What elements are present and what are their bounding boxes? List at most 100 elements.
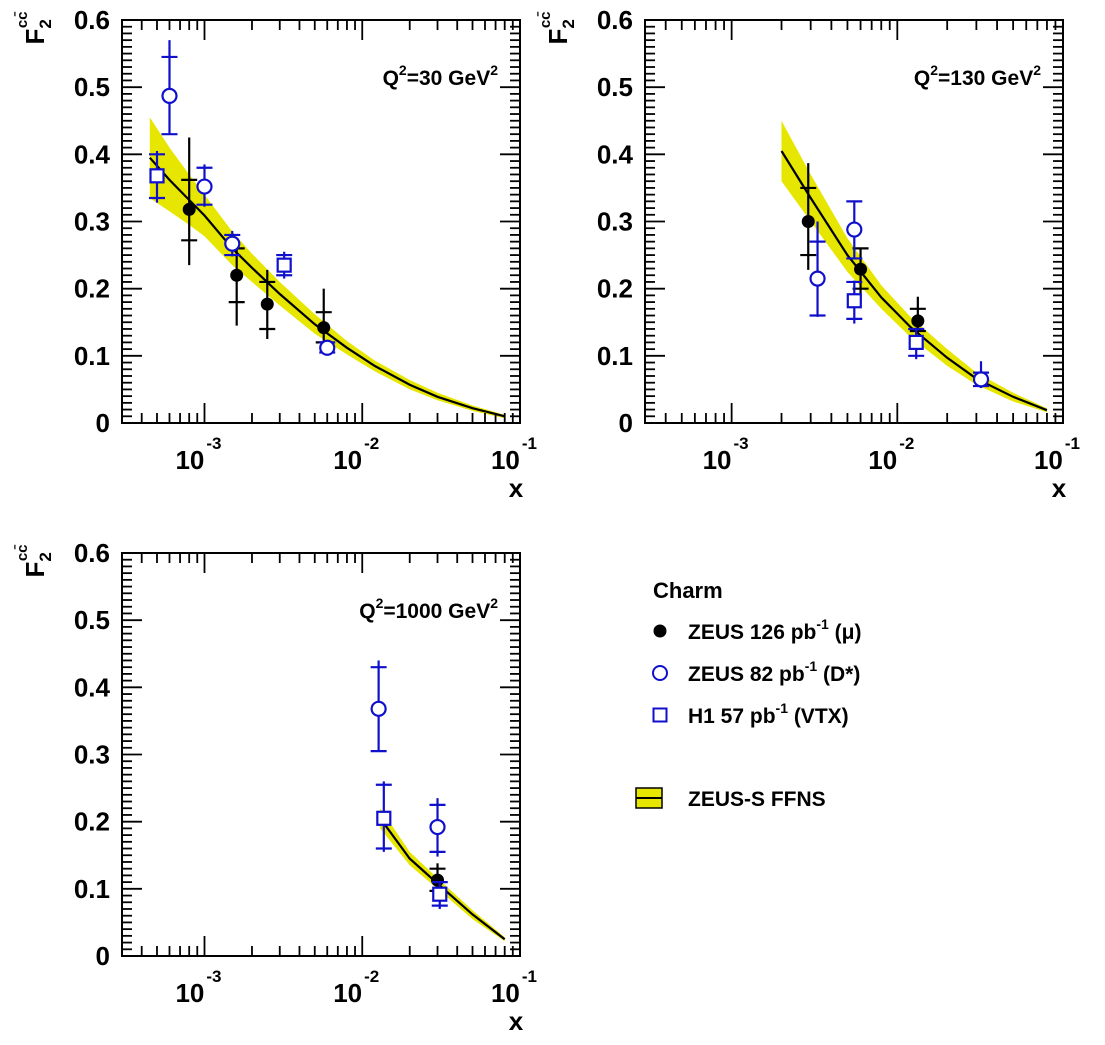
marker-open-square [276,257,292,273]
y-tick-label: 0 [96,941,110,971]
x-tick-base: 10 [333,978,362,1008]
data-point [181,137,198,266]
panel-label-mid: =1000 GeV [383,600,490,623]
legend-item-exp: -1 [816,616,829,632]
x-tick-exponent: -3 [734,434,749,453]
data-point [809,221,826,317]
marker-open-circle [429,818,446,836]
x-tick-exponent: -2 [364,434,379,453]
x-tick-label: 10-3 [175,967,221,1008]
x-tick-base: 10 [175,445,204,475]
marker-open-circle [196,178,213,195]
y-tick-label: 0.5 [74,72,110,102]
y-tick-label: 0.2 [74,807,110,837]
legend-item-text: ZEUS 126 pb [688,621,816,644]
y-axis-label-main: F [20,29,50,45]
y-axis-label: F2 cc̄ [536,11,578,45]
marker-filled-circle [260,297,274,311]
x-tick-base: 10 [175,978,204,1008]
x-tick-exponent: -1 [522,434,537,453]
y-axis-label-sub: 2 [36,19,55,28]
data-point [161,40,178,136]
legend-marker-open-square [652,707,668,723]
x-tick-label: 10-2 [333,434,379,475]
x-tick-exponent: -1 [1065,434,1080,453]
marker-open-square [149,168,165,184]
data-point [429,798,446,857]
marker-filled-circle [230,268,244,282]
y-tick-label: 0.5 [74,605,110,635]
y-tick-label: 0 [96,408,110,438]
data-point [908,327,925,360]
y-tick-label: 0.4 [74,672,111,702]
data-point [196,164,213,207]
y-axis-label-sub: 2 [559,19,578,28]
x-tick-exponent: -3 [206,434,221,453]
marker-open-square [846,293,862,309]
marker-open-circle [370,700,387,717]
data-point [909,296,926,334]
y-tick-label: 0.4 [74,139,111,169]
y-tick-label: 0.1 [74,341,110,371]
x-tick-label: 10-2 [868,434,914,475]
data-point [846,200,863,260]
theory-central-line [780,150,1048,412]
panel-label-unit-exp: 2 [490,595,498,611]
data-point [800,163,817,270]
data-point [846,280,863,324]
panel-label-q-exp: 2 [399,62,407,78]
legend-item-suffix: (D*) [817,663,860,686]
y-axis-label-main: F [20,562,50,578]
x-tick-base: 10 [491,445,520,475]
marker-open-square [908,334,924,350]
marker-open-circle [224,235,241,252]
marker-filled-circle [854,262,868,276]
panel-label-unit-exp: 2 [1033,62,1041,78]
legend-item-label: ZEUS 82 pb-1 (D*) [688,658,860,686]
theory-central-line [148,156,505,418]
panel-3: 00.10.20.30.40.50.610-310-210-1xF2cc̄Q2=… [13,538,537,1036]
theory-band [781,120,1047,413]
y-tick-label: 0.2 [74,274,110,304]
x-axis-label: x [1052,473,1067,503]
y-axis-label-sup: cc̄ [13,544,31,561]
marker-open-circle [809,270,826,287]
legend-item-label: ZEUS-S FFNS [688,788,826,811]
x-tick-label: 10-3 [175,434,221,475]
marker-open-circle [319,339,336,356]
marker-open-square [376,810,392,826]
panel-label: Q2=130 GeV2 [914,62,1041,90]
x-tick-exponent: -2 [364,967,379,986]
y-tick-label: 0.6 [74,5,110,35]
legend-item-text: H1 57 pb [688,705,776,728]
legend-item-suffix: (VTX) [788,705,849,728]
y-tick-label: 0.2 [597,274,633,304]
x-tick-base: 10 [1034,445,1063,475]
theory-band [149,117,505,419]
y-axis-label: F2 cc̄ [13,11,55,45]
legend-item-label: H1 57 pb-1 (VTX) [688,700,849,728]
marker-filled-circle [911,314,925,328]
theory-band [380,808,505,942]
data-point [148,150,165,203]
x-tick-base: 10 [491,978,520,1008]
panel-2: 00.10.20.30.40.50.610-310-210-1xF2cc̄Q2=… [536,5,1080,503]
y-axis-label: F2 cc̄ [13,544,55,578]
data-point [319,339,336,356]
legend-item-suffix: (μ) [829,621,862,644]
x-tick-base: 10 [333,445,362,475]
panel-label-mid: =130 GeV [938,67,1033,90]
panel-label-q-exp: 2 [376,595,384,611]
legend-item-text: ZEUS-S FFNS [688,788,826,811]
y-tick-label: 0.3 [597,207,633,237]
y-tick-label: 0.1 [74,874,110,904]
y-axis-label-sup: cc̄ [13,11,31,28]
legend-item-text: ZEUS 82 pb [688,663,805,686]
legend-item-exp: -1 [776,700,789,716]
data-point [259,269,276,340]
marker-open-square [432,886,448,902]
y-tick-label: 0.5 [597,72,633,102]
data-point [431,880,448,909]
